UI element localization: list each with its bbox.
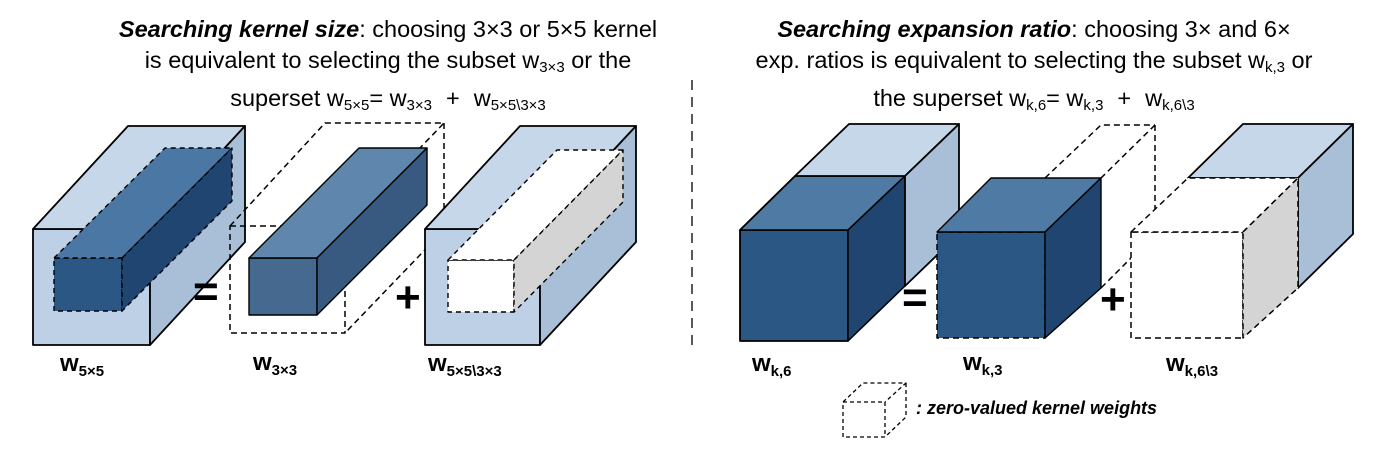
left-title-sub: 5×5 [343, 97, 370, 114]
right-title-line2-end: or [1285, 47, 1313, 73]
right-title-line3: the superset w [873, 85, 1027, 111]
left-title-eq: = w [369, 85, 407, 111]
right-panel-title: Searching expansion ratio: choosing 3× a… [734, 14, 1334, 121]
left-plus-sign: + [395, 273, 421, 322]
right-title-w: w [1145, 85, 1163, 111]
right-title-sub: k,3 [1083, 97, 1104, 114]
left-title-w: w [473, 85, 491, 111]
cube-5x5-inner-core [53, 147, 233, 312]
right-title-eq: = w [1046, 85, 1084, 111]
label-w-k3: wk,3 [963, 349, 1003, 380]
legend-text: : zero-valued kernel weights [916, 398, 1158, 418]
cube-k3 [936, 124, 1156, 339]
label-w-3x3: w3×3 [253, 349, 298, 380]
right-equals-sign: = [902, 273, 928, 322]
left-title-sub: 3×3 [539, 59, 565, 76]
right-title-emphasis: Searching expansion ratio [777, 16, 1072, 42]
label-w-5x5-minus-3x3: w5×5\3×3 [428, 350, 502, 381]
left-title-line3: superset w [230, 85, 344, 111]
right-title-line2: exp. ratios is equivalent to selecting t… [755, 47, 1265, 73]
left-title-line2: is equivalent to selecting the subset w [144, 47, 540, 73]
left-title-line2-end: or the [564, 47, 632, 73]
right-title-sub: k,6 [1026, 97, 1047, 114]
cube-k6-minus-k3 [1130, 123, 1354, 339]
right-plus-sign: + [1100, 275, 1126, 324]
right-title-line1: : choosing 3× and 6× [1071, 16, 1291, 42]
cube-5x5-minus-3x3-hollow [447, 149, 624, 313]
legend-dashed-cube-icon [842, 382, 907, 438]
left-title-line1: : choosing 3×3 or 5×5 kernel [359, 16, 658, 42]
right-title-sub: k,3 [1265, 59, 1286, 76]
left-title-sub: 5×5\3×3 [490, 97, 546, 114]
cube-3x3-core [248, 147, 428, 316]
left-equals-sign: = [193, 267, 219, 316]
left-title-sub: 3×3 [406, 97, 432, 114]
left-panel-title: Searching kernel size: choosing 3×3 or 5… [92, 14, 684, 121]
right-title-sub: k,6\3 [1162, 97, 1195, 114]
label-w-k6: wk,6 [752, 350, 792, 381]
right-title-plus: + [1117, 85, 1132, 111]
left-title-plus: + [446, 85, 460, 111]
label-w-5x5: w5×5 [60, 350, 105, 381]
left-title-emphasis: Searching kernel size [118, 16, 360, 42]
label-w-k6-minus-k3: wk,6\3 [1166, 350, 1219, 381]
